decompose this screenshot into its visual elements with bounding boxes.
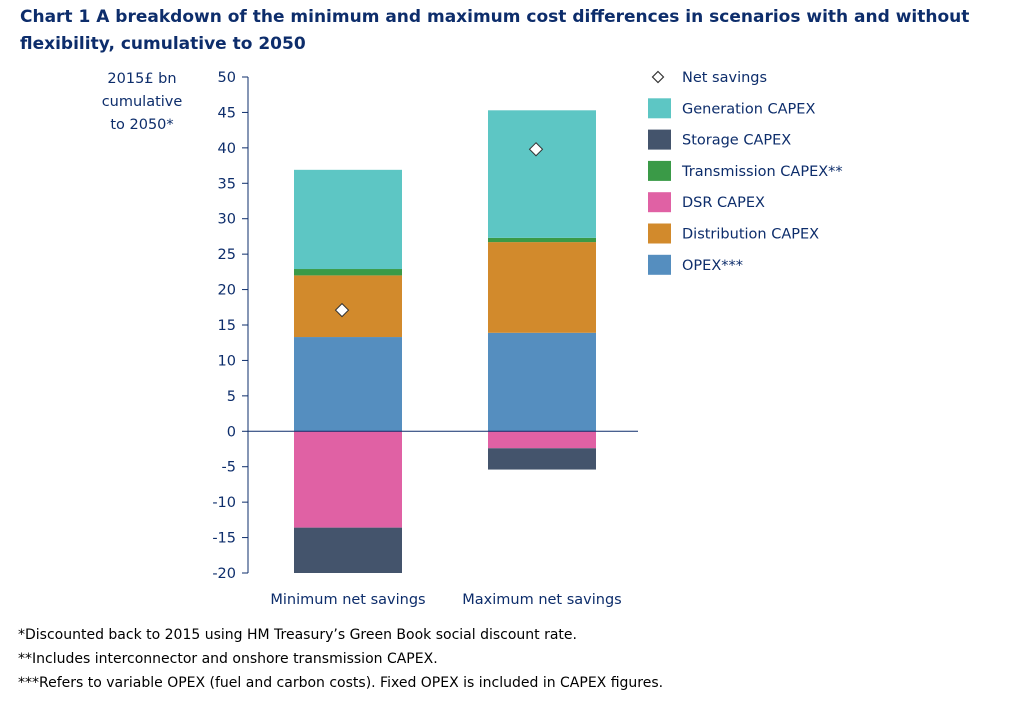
bar-segment [294, 527, 402, 573]
y-tick-label: -20 [212, 566, 236, 582]
legend-label: DSR CAPEX [682, 195, 765, 211]
bar-segment [294, 337, 402, 432]
y-tick-label: 50 [218, 70, 236, 86]
legend-swatch [648, 160, 671, 181]
legend-swatch [648, 129, 671, 150]
legend-swatch [648, 223, 671, 244]
y-tick-label: 15 [218, 318, 236, 334]
bars [248, 110, 638, 573]
chart-title: Chart 1 A breakdown of the minimum and m… [20, 7, 970, 54]
y-axis-title-line: to 2050* [110, 117, 173, 133]
bar-segment [294, 269, 402, 276]
y-axis-title-line: cumulative [102, 94, 183, 110]
legend-label: Storage CAPEX [682, 133, 791, 149]
footnote: **Includes interconnector and onshore tr… [18, 651, 438, 667]
y-tick-label: -5 [222, 460, 236, 476]
bar-segment [294, 275, 402, 338]
net-savings-markers [334, 142, 544, 318]
bar-segment [488, 431, 596, 449]
footnote: *Discounted back to 2015 using HM Treasu… [18, 627, 577, 643]
y-tick-label: -15 [212, 531, 236, 547]
footnotes: *Discounted back to 2015 using HM Treasu… [18, 623, 1018, 695]
y-tick-label: 20 [218, 283, 236, 299]
y-tick-label: 10 [218, 353, 236, 369]
net-savings-diamond [528, 142, 544, 157]
bar-segment [488, 448, 596, 470]
y-tick-label: 5 [227, 389, 236, 405]
y-tick-label: 30 [218, 212, 236, 228]
legend-diamond-icon [651, 70, 665, 84]
bar-segment [488, 242, 596, 333]
x-tick-label: Maximum net savings [462, 592, 621, 608]
legend: Net savings Generation CAPEX Storage CAPEX… [648, 70, 843, 275]
y-tick-label: 0 [227, 424, 236, 440]
y-tick-label: 35 [218, 176, 236, 192]
footnote: ***Refers to variable OPEX (fuel and car… [18, 675, 664, 691]
y-axis-title: 2015£ bn cumulative to 2050* [102, 71, 183, 133]
legend-swatch [648, 254, 671, 275]
bar-segment [488, 110, 596, 238]
y-tick-label: 40 [218, 141, 236, 157]
legend-swatch [648, 192, 671, 213]
y-tick-label: 25 [218, 247, 236, 263]
legend-swatch [648, 98, 671, 119]
y-tick-label: -10 [212, 495, 236, 511]
legend-label: Distribution CAPEX [682, 227, 819, 243]
y-tick-label: 45 [218, 105, 236, 121]
legend-label: Net savings [682, 70, 767, 86]
x-axis-labels: Minimum net savings Maximum net savings [270, 592, 621, 608]
x-tick-label: Minimum net savings [270, 592, 425, 608]
legend-label: Generation CAPEX [682, 101, 815, 117]
net-savings-diamond [334, 302, 350, 318]
bar-segment [488, 237, 596, 243]
legend-label: OPEX*** [682, 258, 743, 274]
bar-segment [488, 332, 596, 432]
bar-segment [294, 431, 402, 528]
y-axis-title-line: 2015£ bn [107, 71, 176, 87]
legend-label: Transmission CAPEX** [681, 164, 843, 180]
bar-segment [294, 169, 402, 270]
